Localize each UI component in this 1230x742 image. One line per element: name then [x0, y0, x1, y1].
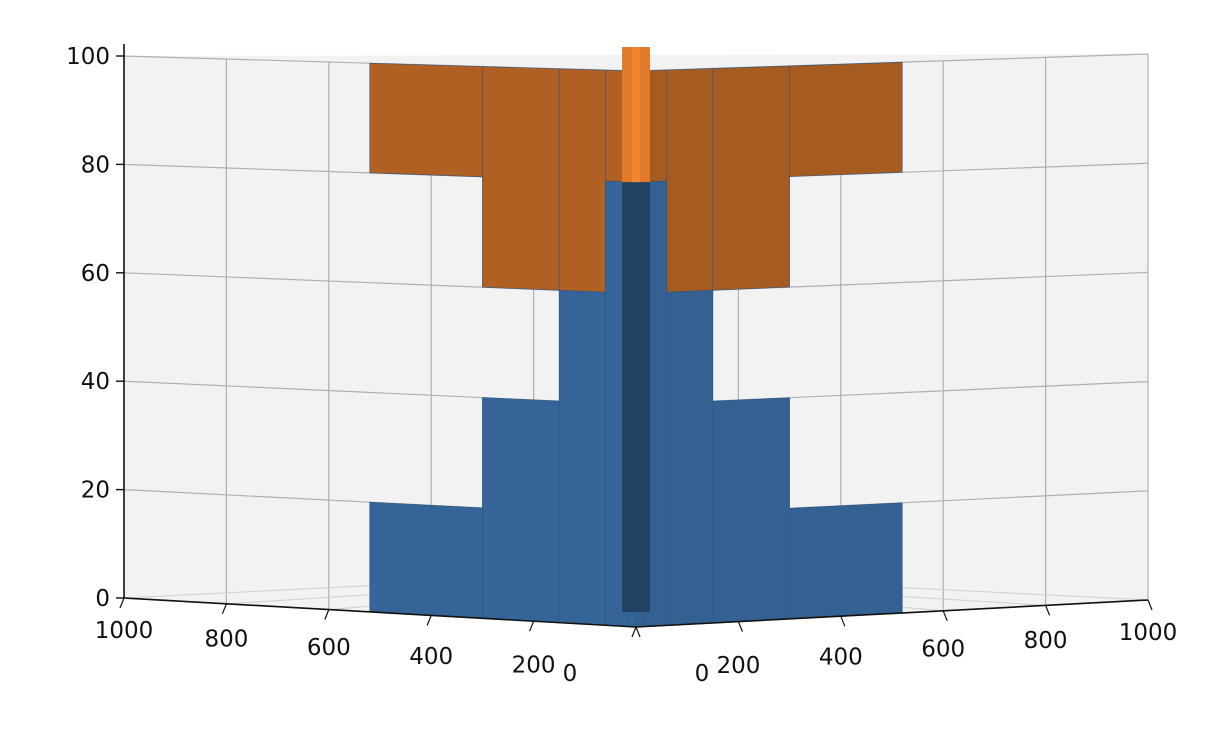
z-tick-label-4: 80 [81, 152, 110, 178]
y-tick-label-5: 1000 [1119, 620, 1178, 646]
chart-axes [116, 44, 1153, 638]
z-tick-label-2: 40 [81, 369, 110, 395]
bar-orange-left-4 [369, 62, 483, 178]
bar-blue-right-3 [712, 397, 790, 624]
z-tick-label-5: 100 [66, 44, 110, 70]
bar-blue-left-2 [558, 289, 606, 626]
y-tick-label-3: 600 [921, 636, 965, 662]
bar-blue-right-4 [789, 502, 903, 620]
y-tick-2 [840, 615, 846, 627]
y-axis [635, 599, 1149, 628]
y-tick-1 [737, 621, 743, 632]
bar-blue-right-2 [666, 289, 714, 626]
y-tick-label-0: 0 [695, 661, 710, 687]
y-tick-label-1: 200 [716, 653, 760, 679]
z-tick-label-1: 20 [81, 478, 110, 504]
x-tick-label-1: 200 [512, 652, 556, 678]
x-tick-label-4: 800 [204, 627, 248, 653]
chart-bars [369, 47, 903, 628]
z-tick-label-3: 60 [81, 261, 110, 287]
y-tick-4 [1045, 605, 1051, 616]
bar-orange-left-3 [482, 66, 560, 291]
y-tick-0 [635, 626, 641, 638]
bar-blue-left-3 [482, 397, 560, 623]
x-tick-1 [529, 620, 535, 632]
x-tick-4 [221, 603, 227, 615]
bar-orange-right-3 [712, 65, 790, 291]
x-tick-label-5: 1000 [95, 618, 154, 644]
x-axis [123, 597, 637, 628]
bar-orange-center-edge [632, 47, 640, 183]
x-tick-3 [324, 609, 330, 620]
x-tick-label-2: 400 [409, 644, 453, 670]
y-tick-label-4: 800 [1024, 628, 1068, 654]
z-tick-label-0: 0 [95, 586, 110, 612]
bar-blue-left-4 [369, 501, 483, 619]
y-tick-5 [1147, 599, 1153, 611]
x-tick-label-3: 600 [307, 635, 351, 661]
x-tick-label-0: 0 [563, 661, 578, 687]
x-tick-5 [119, 597, 125, 609]
bar-orange-right-4 [789, 61, 903, 177]
bar-blue-center [622, 182, 650, 612]
y-tick-3 [942, 610, 948, 622]
y-tick-label-2: 400 [819, 645, 863, 671]
x-tick-0 [631, 626, 637, 638]
x-tick-2 [426, 615, 432, 626]
